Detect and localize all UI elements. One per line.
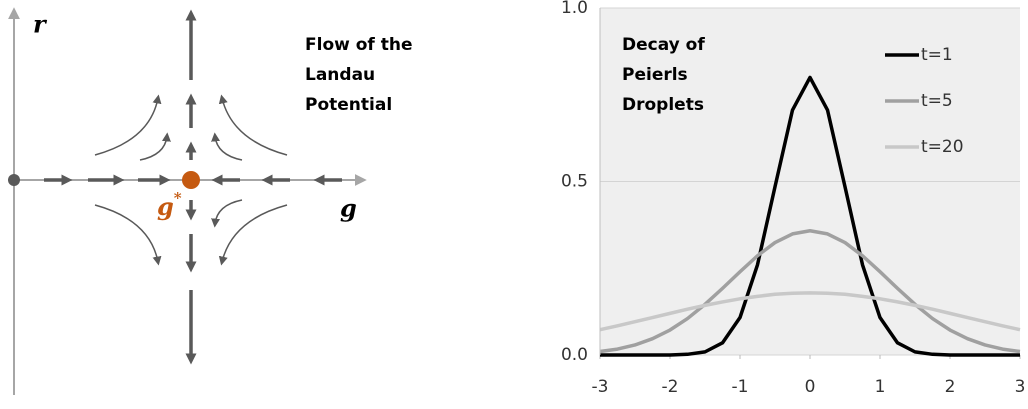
diagram-title: Landau bbox=[305, 65, 375, 85]
origin-point bbox=[8, 174, 20, 186]
legend-label: t=20 bbox=[921, 137, 964, 157]
fixed-point-label: g* bbox=[157, 189, 182, 221]
series-line bbox=[599, 229, 1021, 354]
x-tick-label: 0 bbox=[805, 377, 816, 397]
y-tick-label: 0.0 bbox=[561, 345, 588, 365]
g-axis-label: g bbox=[340, 194, 357, 223]
chart-title: Decay of bbox=[622, 35, 705, 55]
chart-title: Peierls bbox=[622, 65, 688, 85]
x-tick-label: -2 bbox=[662, 377, 679, 397]
x-tick-label: 2 bbox=[945, 377, 956, 397]
flow-arrows bbox=[44, 9, 342, 365]
x-tick-label: -3 bbox=[592, 377, 609, 397]
diagram-title: Flow of the bbox=[305, 35, 413, 55]
legend-label: t=5 bbox=[921, 91, 953, 111]
series-line bbox=[600, 75, 1020, 357]
fixed-point bbox=[182, 171, 200, 189]
series-line bbox=[599, 291, 1021, 332]
flow-diagram: r g g* Flow of the Landau Potential bbox=[8, 7, 413, 395]
chart: 0.0 0.5 1.0 -3 -2 -1 0 1 2 3 Decay of Peierls Drople… bbox=[561, 0, 1025, 397]
x-tick-label: -1 bbox=[732, 377, 749, 397]
x-tick-label: 1 bbox=[875, 377, 886, 397]
diagram-title: Potential bbox=[305, 95, 392, 115]
y-tick-label: 1.0 bbox=[561, 0, 588, 18]
fixed-point-superscript: * bbox=[174, 189, 182, 207]
legend-label: t=1 bbox=[921, 45, 953, 65]
x-tick-label: 3 bbox=[1015, 377, 1026, 397]
fixed-point-base: g bbox=[157, 192, 174, 221]
y-tick-label: 0.5 bbox=[561, 172, 588, 192]
chart-title: Droplets bbox=[622, 95, 704, 115]
r-axis-label: r bbox=[33, 10, 48, 39]
